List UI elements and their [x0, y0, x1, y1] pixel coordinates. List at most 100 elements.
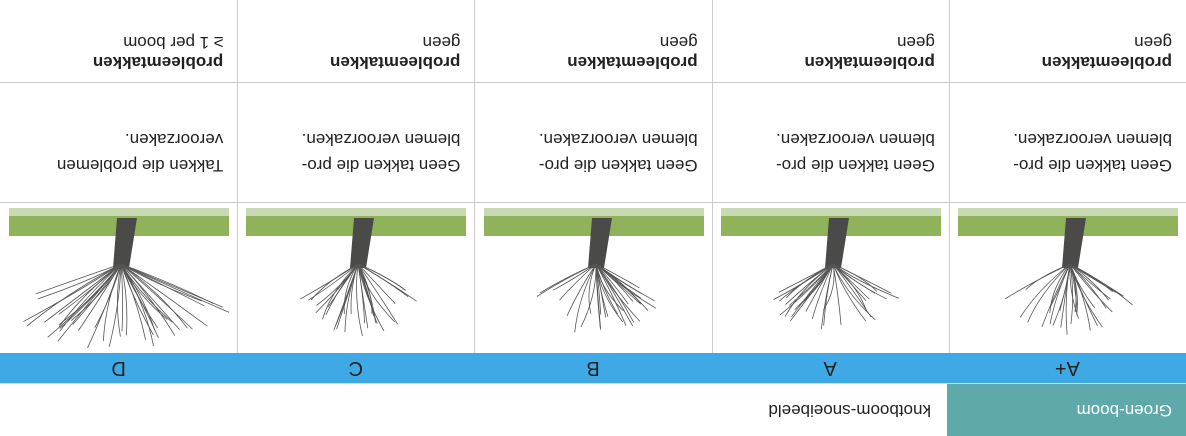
- root: [1069, 263, 1113, 293]
- problem-branches: probleemtakken geen: [713, 0, 949, 82]
- tree-illustration: [957, 208, 1178, 335]
- root: [784, 263, 833, 305]
- root: [120, 263, 193, 330]
- tree-image: [0, 202, 238, 353]
- root: [811, 263, 834, 320]
- root: [22, 263, 121, 322]
- description-line: blemen veroorzaken.: [776, 130, 935, 149]
- problem-line: probleemtakken: [1041, 53, 1172, 72]
- trunk: [587, 218, 612, 268]
- header-subtitle: knotboom-snoeibeeld: [768, 401, 931, 420]
- problem-line: geen: [659, 33, 698, 52]
- root: [1069, 263, 1113, 313]
- grade-label: C: [348, 357, 364, 380]
- root: [552, 263, 596, 291]
- root: [536, 263, 596, 297]
- root: [1049, 263, 1071, 314]
- trunk: [1061, 218, 1086, 268]
- root: [539, 263, 596, 294]
- problem-line: probleemtakken: [92, 53, 224, 72]
- root: [1060, 263, 1071, 328]
- root: [35, 263, 121, 295]
- description-line: blemen veroorzaken.: [301, 130, 461, 149]
- root: [595, 263, 601, 330]
- root: [566, 263, 596, 317]
- root: [1069, 263, 1111, 300]
- root: [1004, 263, 1071, 300]
- root: [120, 263, 229, 314]
- trunk: [112, 218, 137, 268]
- sky: [720, 208, 941, 216]
- problem-line: geen: [1134, 33, 1172, 52]
- root: [595, 263, 655, 302]
- tree-illustration: [483, 208, 704, 333]
- root: [102, 263, 121, 342]
- root: [558, 263, 596, 301]
- root: [357, 263, 377, 323]
- tree-image: [475, 202, 712, 353]
- description-line: blemen veroorzaken.: [1013, 130, 1172, 149]
- root: [120, 263, 202, 302]
- column: Takken die problemen veroorzaken. probleem…: [0, 0, 238, 353]
- root: [1019, 263, 1071, 318]
- description: Geen takken die pro-blemen veroorzaken.: [949, 82, 1186, 202]
- column: Geen takken die pro-blemen veroorzaken. p…: [237, 0, 475, 353]
- description-line: Geen takken die pro-: [538, 156, 698, 175]
- root: [58, 263, 121, 326]
- grade-label: B: [586, 357, 600, 380]
- sky: [483, 208, 704, 216]
- grade-label: A+: [1054, 357, 1080, 380]
- problem-line: probleemtakken: [804, 53, 935, 72]
- description: Geen takken die pro-blemen veroorzaken.: [712, 82, 949, 202]
- root: [832, 263, 899, 299]
- description-line: Geen takken die pro-: [776, 156, 935, 175]
- header: Groen-boom knotboom-snoeibeeld: [0, 383, 1186, 436]
- description: Takken die problemen veroorzaken.: [0, 82, 238, 202]
- column: Geen takken die pro-blemen veroorzaken. p…: [474, 0, 712, 353]
- root: [120, 263, 154, 347]
- grade-label: D: [111, 357, 126, 380]
- root: [832, 263, 866, 322]
- root: [1041, 263, 1071, 327]
- root: [120, 263, 188, 329]
- root: [357, 263, 385, 332]
- sky: [957, 208, 1178, 216]
- column: Geen takken die pro-blemen veroorzaken. p…: [711, 0, 949, 353]
- root: [1069, 263, 1103, 328]
- root: [595, 263, 640, 289]
- root: [1069, 263, 1079, 319]
- trunk: [824, 218, 849, 268]
- tree-illustration: [720, 208, 941, 330]
- root: [785, 263, 833, 299]
- root: [779, 263, 834, 316]
- tree-image: [712, 202, 949, 353]
- root: [1049, 263, 1071, 308]
- problem-branches: probleemtakken ≥ 1 per boom: [0, 0, 237, 82]
- problem-branches: probleemtakken geen: [238, 0, 474, 82]
- tree-image: [949, 202, 1186, 353]
- description-line: Geen takken die pro-: [301, 156, 461, 175]
- description-line: Takken die problemen: [56, 156, 224, 175]
- description-line: veroorzaken.: [124, 130, 224, 149]
- root: [315, 263, 359, 314]
- problem-line: geen: [896, 33, 935, 52]
- root: [580, 263, 596, 328]
- grade-table: Geen takken die pro-blemen veroorzaken. p…: [0, 0, 1186, 353]
- root: [595, 263, 601, 315]
- column: Geen takken die pro-blemen veroorzaken. p…: [948, 0, 1186, 353]
- problem-line: probleemtakken: [330, 53, 461, 72]
- description: Geen takken die pro-blemen veroorzaken.: [475, 82, 712, 202]
- root: [358, 263, 407, 291]
- root: [595, 263, 623, 323]
- root: [588, 263, 596, 314]
- root: [1027, 263, 1071, 323]
- root: [120, 263, 180, 330]
- root: [120, 263, 123, 332]
- problem-line: ≥ 1 per boom: [123, 33, 224, 52]
- root: [356, 263, 364, 336]
- description: Geen takken die pro-blemen veroorzaken.: [238, 82, 475, 202]
- root: [832, 263, 872, 318]
- trunk: [350, 218, 375, 268]
- description-line: blemen veroorzaken.: [538, 130, 698, 149]
